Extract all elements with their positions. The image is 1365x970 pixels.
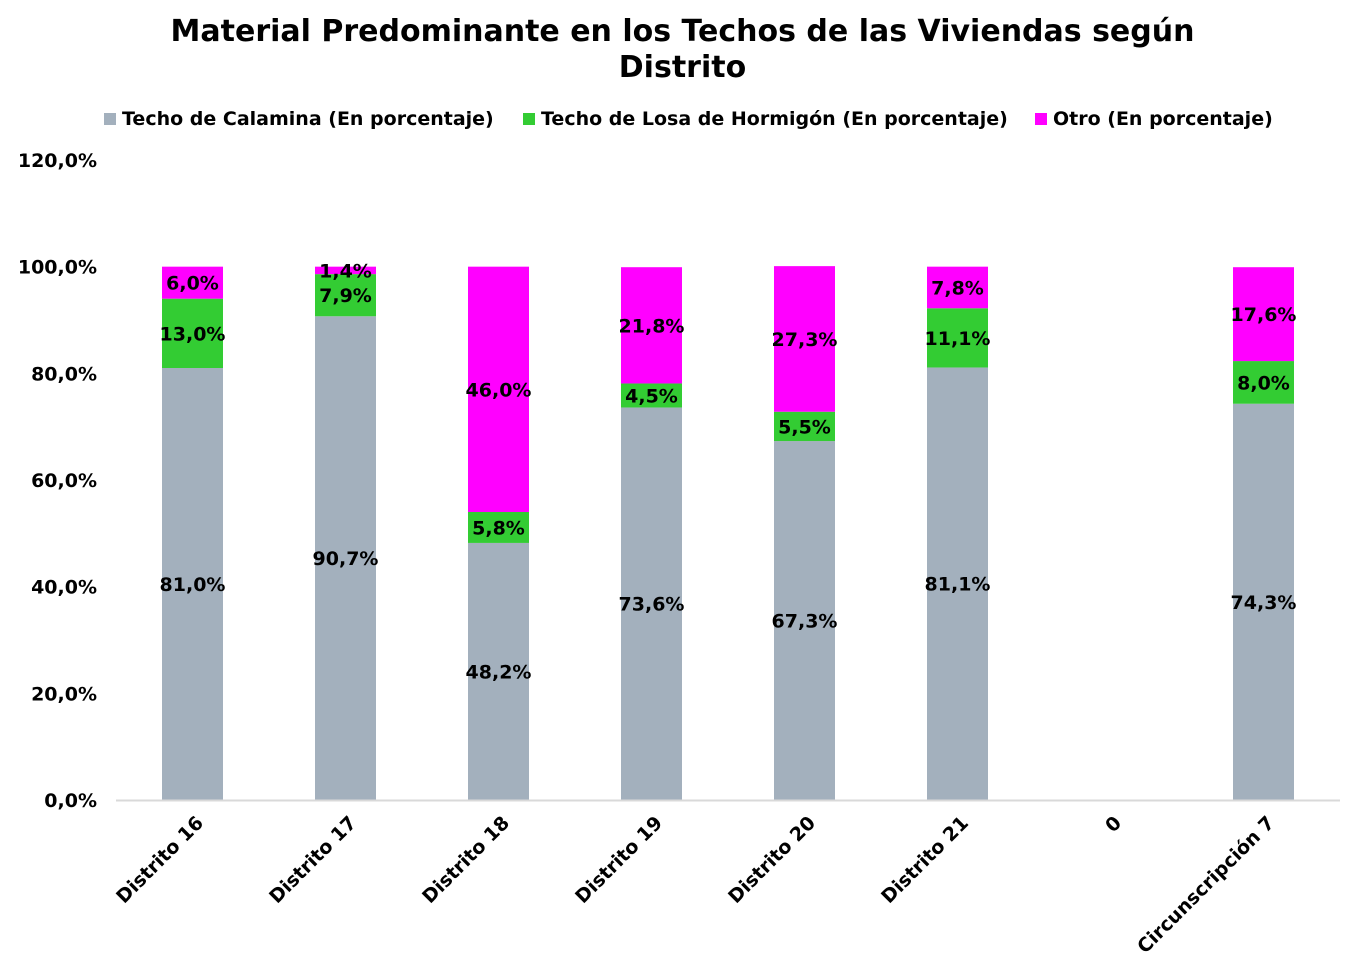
- data-label: 74,3%: [1231, 592, 1297, 614]
- data-label: 13,0%: [160, 323, 226, 345]
- bar-segment: [927, 266, 988, 309]
- chart-title-line-2: Distrito: [618, 50, 747, 85]
- data-label: 4,5%: [625, 385, 678, 407]
- x-tick-label: 0: [1101, 812, 1126, 837]
- bar-segment: [1233, 267, 1294, 362]
- y-tick-label: 40,0%: [31, 577, 97, 599]
- legend-label-otro: Otro (En porcentaje): [1053, 108, 1273, 130]
- chart-legend: Techo de Calamina (En porcentaje) Techo …: [0, 106, 1365, 132]
- data-label: 7,9%: [319, 285, 372, 307]
- y-tick-label: 120,0%: [18, 150, 97, 172]
- bar-segment: [468, 512, 529, 543]
- y-tick-label: 100,0%: [18, 257, 97, 279]
- legend-label-calamina: Techo de Calamina (En porcentaje): [122, 108, 494, 130]
- x-tick-label: Distrito 21: [877, 812, 973, 908]
- data-label: 90,7%: [313, 548, 379, 570]
- legend-item-losa: Techo de Losa de Hormigón (En porcentaje…: [523, 106, 1008, 132]
- bar-segment: [162, 266, 223, 299]
- data-label: 8,0%: [1237, 372, 1290, 394]
- bar-segment: [927, 308, 988, 368]
- legend-swatch-otro: [1035, 113, 1047, 125]
- data-label: 7,8%: [931, 277, 984, 299]
- data-label: 67,3%: [772, 611, 838, 633]
- data-label: 46,0%: [466, 379, 532, 401]
- data-label: 21,8%: [619, 315, 685, 337]
- legend-swatch-losa: [523, 113, 535, 125]
- data-label: 81,1%: [925, 574, 991, 596]
- bar-segment: [621, 383, 682, 408]
- data-label: 27,3%: [772, 329, 838, 351]
- data-label: 48,2%: [466, 661, 532, 683]
- y-tick-label: 60,0%: [31, 470, 97, 492]
- x-tick-label: Distrito 17: [265, 812, 361, 908]
- legend-item-otro: Otro (En porcentaje): [1035, 106, 1273, 132]
- x-tick-label: Distrito 19: [571, 812, 667, 908]
- bar-segment: [1233, 403, 1294, 800]
- bar-segment: [315, 274, 376, 317]
- legend-swatch-calamina: [104, 113, 116, 125]
- data-label: 5,8%: [472, 517, 525, 539]
- data-label: 1,4%: [319, 260, 372, 282]
- data-label: 17,6%: [1231, 304, 1297, 326]
- data-label: 6,0%: [166, 273, 219, 295]
- chart-title: Material Predominante en los Techos de l…: [0, 14, 1365, 86]
- bar-segment: [621, 267, 682, 384]
- bar-segment: [927, 367, 988, 800]
- y-tick-label: 0,0%: [44, 790, 97, 812]
- y-tick-label: 80,0%: [31, 363, 97, 385]
- chart-title-line-1: Material Predominante en los Techos de l…: [170, 14, 1195, 49]
- bar-segment: [315, 266, 376, 275]
- bar-segment: [315, 316, 376, 800]
- bar-segment: [774, 441, 835, 800]
- legend-item-calamina: Techo de Calamina (En porcentaje): [104, 106, 494, 132]
- bar-segment: [162, 298, 223, 368]
- x-tick-label: Circunscripción 7: [1133, 812, 1279, 958]
- data-label: 5,5%: [778, 416, 831, 438]
- bar-segment: [774, 266, 835, 412]
- bar-segment: [162, 368, 223, 800]
- data-label: 81,0%: [160, 574, 226, 596]
- y-tick-label: 20,0%: [31, 683, 97, 705]
- bar-segment: [774, 411, 835, 442]
- data-label: 73,6%: [619, 594, 685, 616]
- data-label: 11,1%: [925, 328, 991, 350]
- legend-label-losa: Techo de Losa de Hormigón (En porcentaje…: [541, 108, 1008, 130]
- x-tick-label: Distrito 16: [112, 812, 208, 908]
- x-tick-label: Distrito 18: [418, 812, 514, 908]
- bar-segment: [1233, 361, 1294, 404]
- bar-segment: [468, 266, 529, 512]
- bar-segment: [621, 407, 682, 800]
- bar-segment: [468, 542, 529, 800]
- x-tick-label: Distrito 20: [724, 812, 820, 908]
